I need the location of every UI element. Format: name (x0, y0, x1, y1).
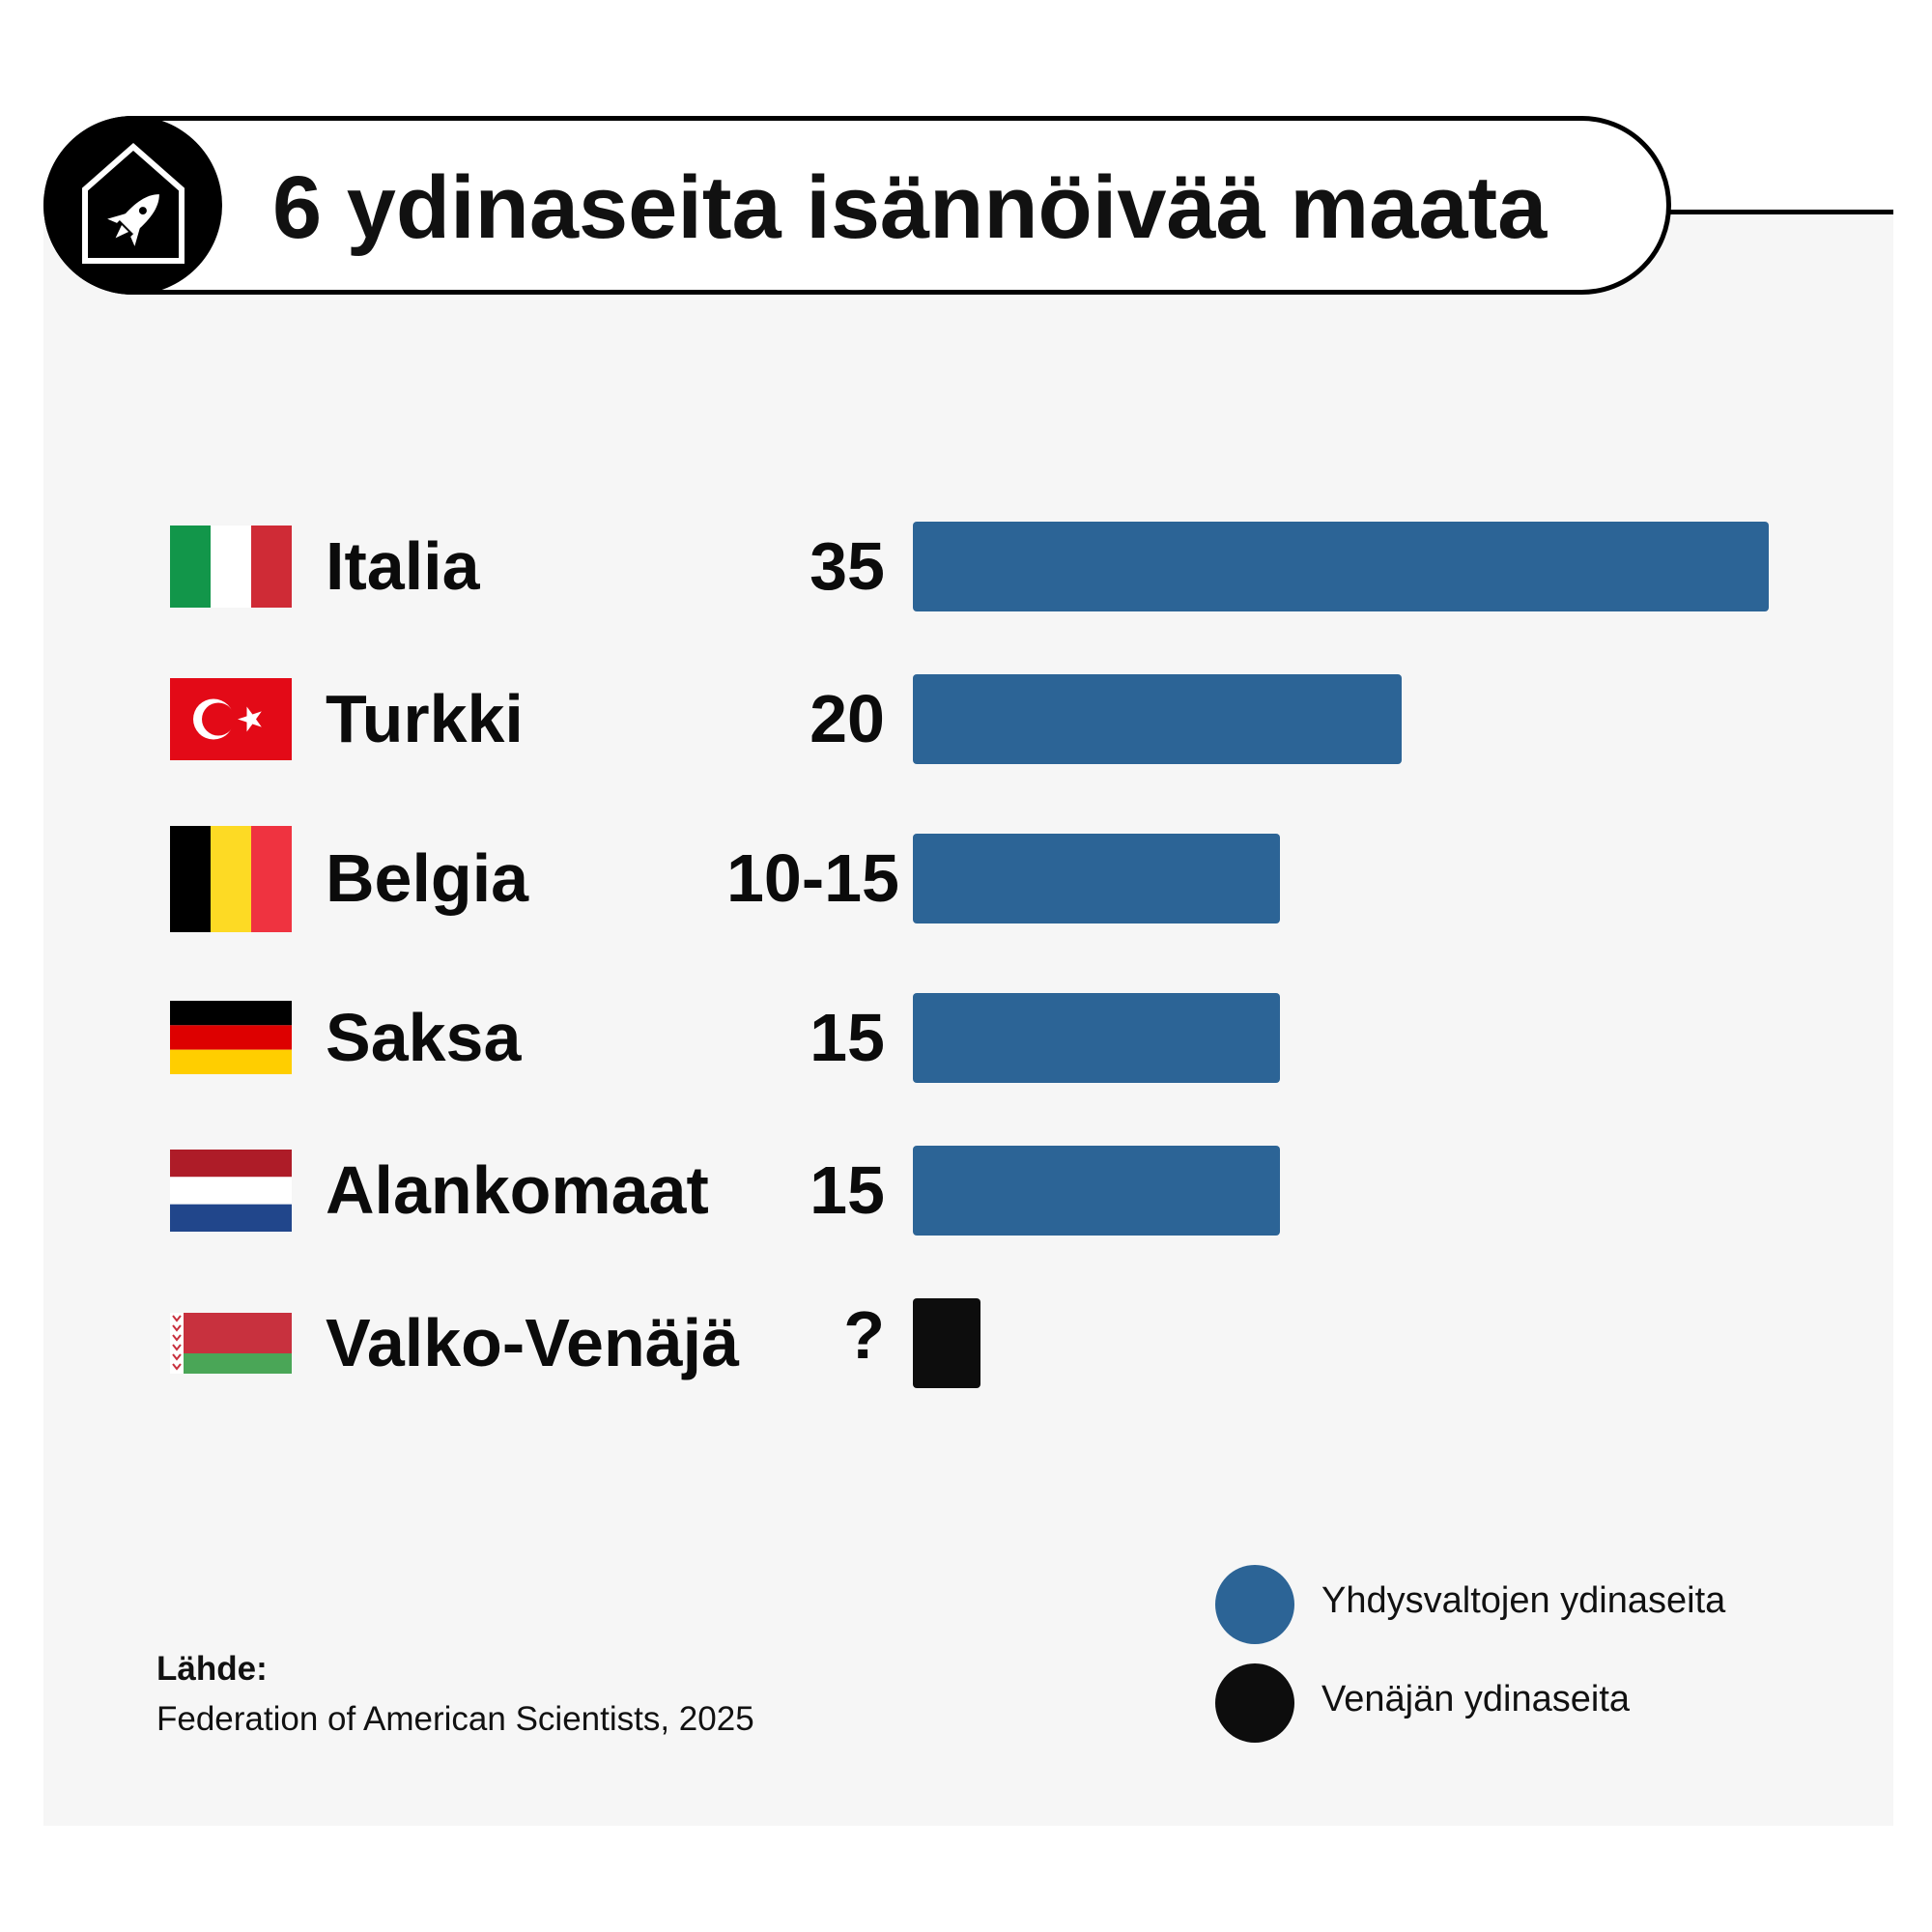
title-rule (1669, 210, 1893, 214)
belgium-flag-icon (170, 826, 292, 932)
title-pill (43, 116, 1671, 295)
bar-italia (913, 522, 1769, 611)
value-label: 35 (810, 528, 885, 604)
italy-flag-icon (170, 526, 292, 608)
chart-row-belgia: Belgia 10-15 (0, 826, 1932, 932)
bar-valko-venaja (913, 1298, 980, 1388)
chart-row-alankomaat: Alankomaat 15 (0, 1146, 1932, 1236)
value-label: 10-15 (725, 840, 899, 916)
turkey-flag-icon (170, 678, 292, 760)
country-label: Valko-Venäjä (326, 1305, 740, 1380)
country-label: Italia (326, 528, 480, 604)
chart-row-saksa: Saksa 15 (0, 993, 1932, 1083)
value-label: 15 (810, 1000, 885, 1075)
legend-dot-russia (1215, 1663, 1294, 1743)
chart-title: 6 ydinaseita isännöivää maata (272, 158, 1548, 257)
legend-label-us: Yhdysvaltojen ydinaseita (1321, 1580, 1726, 1621)
country-label: Saksa (326, 1000, 522, 1075)
germany-flag-icon (170, 1001, 292, 1074)
source-title: Lähde: (156, 1650, 268, 1688)
bar-belgia (913, 834, 1280, 923)
belarus-flag-icon (170, 1313, 292, 1374)
netherlands-flag-icon (170, 1150, 292, 1232)
title-badge (43, 116, 222, 295)
bar-saksa (913, 993, 1280, 1083)
country-label: Belgia (326, 840, 529, 916)
country-label: Turkki (326, 681, 524, 756)
rocket-house-icon (82, 143, 185, 264)
source-text: Federation of American Scientists, 2025 (156, 1700, 754, 1738)
chart-row-turkki: Turkki 20 (0, 674, 1932, 764)
bar-turkki (913, 674, 1402, 764)
chart-row-valko-venaja: Valko-Venäjä ? (0, 1297, 1932, 1388)
legend-dot-us (1215, 1565, 1294, 1644)
legend-label-russia: Venäjän ydinaseita (1321, 1679, 1631, 1719)
value-label: 20 (810, 681, 885, 756)
value-label: 15 (810, 1152, 885, 1228)
value-label: ? (843, 1297, 885, 1373)
chart-row-italia: Italia 35 (0, 522, 1932, 611)
bar-alankomaat (913, 1146, 1280, 1236)
country-label: Alankomaat (326, 1152, 709, 1228)
